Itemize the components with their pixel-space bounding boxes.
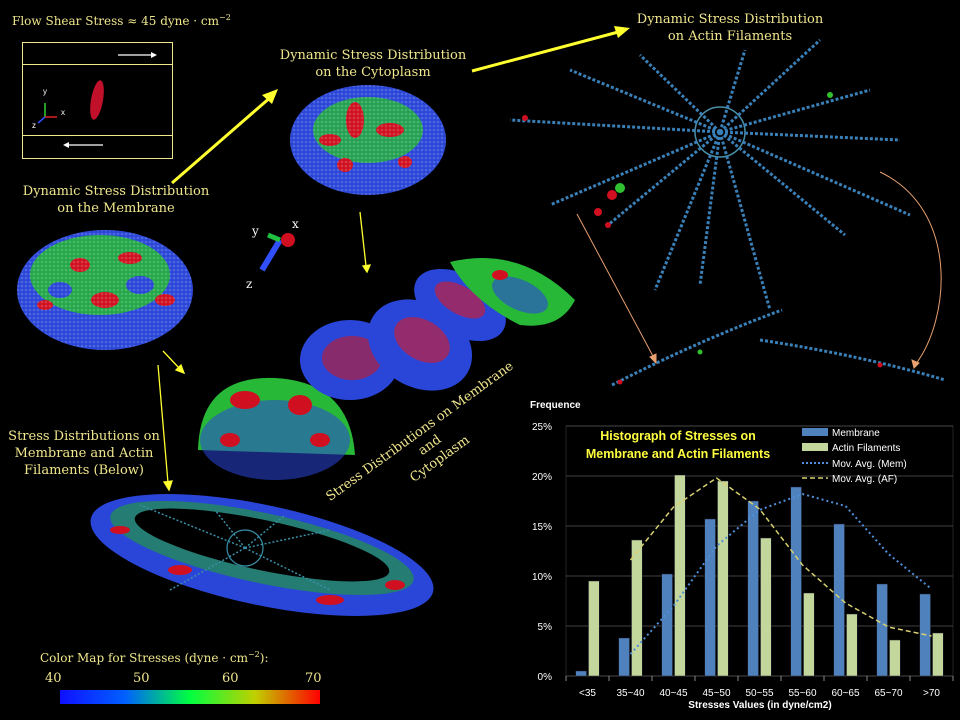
- xtick-label: 45~50: [702, 688, 731, 699]
- xtick-label: 65~70: [874, 688, 903, 699]
- inset-axis-y: y: [43, 87, 47, 96]
- colormap-title: Color Map for Stresses (dyne · cm−2):: [40, 650, 269, 665]
- colormap-tick-70: 70: [305, 671, 322, 686]
- legend-label-mov-mem: Mov. Avg. (Mem): [832, 459, 907, 470]
- cytoplasm-label: Dynamic Stress Distribution on the Cytopl…: [279, 48, 467, 80]
- chart-xlabel: Stresses Values (in dyne/cm2): [688, 700, 831, 711]
- bar-actin: [889, 639, 901, 677]
- ytick-label: 0%: [538, 672, 553, 683]
- chart-ylabel: Frequence: [530, 400, 581, 411]
- chart-yticks: 0% 5% 10% 15% 20% 25%: [532, 422, 552, 683]
- cytoplasm-dome: [290, 85, 446, 195]
- bar-actin: [717, 480, 729, 677]
- colormap-bar: [60, 690, 320, 704]
- colormap-tick-40: 40: [45, 671, 62, 686]
- chart-trendlines: [629, 477, 933, 655]
- ytick-label: 5%: [538, 622, 553, 633]
- legend-label-membrane: Membrane: [832, 428, 880, 439]
- bar-actin: [631, 539, 643, 677]
- below-label: Stress Distributions on Membrane and Acti…: [8, 429, 160, 478]
- axis-triad: [259, 232, 295, 272]
- membrane-ring: [90, 494, 434, 616]
- actin-highlights: [522, 92, 833, 228]
- xtick-label: 55~60: [788, 688, 817, 699]
- bar-membrane: [575, 670, 587, 677]
- xtick-label: 60~65: [831, 688, 860, 699]
- legend-swatch-membrane: [802, 428, 828, 436]
- legend-label-mov-af: Mov. Avg. (AF): [832, 474, 897, 485]
- axis-label-x: x: [292, 217, 299, 231]
- ytick-label: 10%: [532, 572, 552, 583]
- xtick-label: 40~45: [659, 688, 688, 699]
- flow-arrow-2: [471, 26, 630, 73]
- bar-membrane: [747, 500, 759, 677]
- inset-axis-z: z: [32, 121, 36, 130]
- chart-title-line2: Membrane and Actin Filaments: [586, 447, 770, 461]
- chart-title-line1: Histograph of Stresses on: [600, 429, 756, 443]
- flow-arrow-1: [171, 89, 278, 185]
- colormap-tick-60: 60: [222, 671, 239, 686]
- legend-label-actin: Actin Filaments: [832, 443, 900, 454]
- bar-actin: [846, 613, 858, 677]
- thin-arrows: [157, 211, 372, 492]
- slice-large: [198, 377, 355, 480]
- flow-shear-title: Flow Shear Stress ≈ 45 dyne · cm−2: [12, 13, 231, 28]
- bar-actin: [588, 580, 600, 677]
- filament-zoom-highlights: [617, 349, 883, 385]
- slice-top: [450, 257, 575, 326]
- ytick-label: 25%: [532, 422, 552, 433]
- membrane-label: Dynamic Stress Distribution on the Membra…: [22, 184, 210, 216]
- axis-label-z: z: [246, 277, 253, 291]
- xtick-label: >70: [923, 688, 940, 699]
- bar-membrane: [790, 486, 802, 677]
- actin-label: Dynamic Stress Distribution on Actin Fila…: [636, 12, 824, 44]
- xtick-label: 50~55: [745, 688, 774, 699]
- orange-arrows: [576, 171, 942, 369]
- trendline-af: [629, 477, 932, 637]
- xtick-label: <35: [579, 688, 596, 699]
- bar-membrane: [661, 573, 673, 677]
- filament-zoom: [611, 308, 946, 387]
- bar-actin: [803, 592, 815, 677]
- plot-background: [565, 425, 954, 677]
- histogram-chart: 0% 5% 10% 15% 20% 25% <35 35~40 40~45 45~50 50~55…: [530, 400, 954, 711]
- bar-actin: [932, 632, 944, 677]
- bar-actin: [760, 537, 772, 677]
- bar-membrane: [833, 523, 845, 677]
- axis-label-y: y: [252, 224, 259, 238]
- membrane-disc: [17, 230, 193, 350]
- bar-membrane: [876, 583, 888, 677]
- colormap-tick-50: 50: [133, 671, 150, 686]
- flow-arrows: [37, 52, 157, 148]
- chart-legend: Membrane Actin Filaments Mov. Avg. (Mem)…: [802, 428, 907, 485]
- chart-xticks: <35 35~40 40~45 45~50 50~55 55~60 60~65 65~70 >7…: [579, 688, 940, 699]
- xtick-label: 35~40: [616, 688, 645, 699]
- ytick-label: 20%: [532, 472, 552, 483]
- trendline-mem: [629, 492, 933, 655]
- inset-axis-x: x: [61, 108, 65, 117]
- chart-bars: [575, 474, 944, 677]
- bar-membrane: [704, 518, 716, 677]
- flow-inset-box: y x z: [22, 42, 173, 159]
- chart-grid: [565, 425, 954, 681]
- bar-actin: [674, 474, 686, 677]
- actin-network: [509, 38, 911, 311]
- ytick-label: 15%: [532, 522, 552, 533]
- legend-swatch-actin: [802, 443, 828, 451]
- bar-membrane: [618, 637, 630, 677]
